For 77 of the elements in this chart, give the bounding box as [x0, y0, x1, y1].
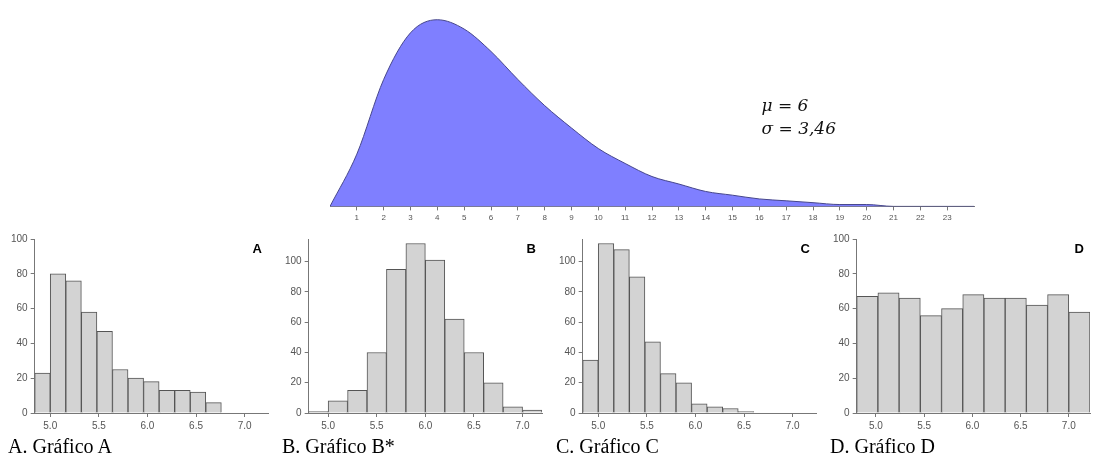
- x-tick-label: 7: [515, 213, 521, 223]
- y-tick-label: 80: [16, 267, 29, 279]
- y-tick-label: 0: [22, 406, 29, 418]
- y-tick-label: 100: [11, 232, 29, 244]
- x-tick-label: 23: [942, 213, 953, 223]
- y-tick-label: 0: [296, 406, 303, 418]
- x-tick-label: 4: [435, 213, 441, 223]
- x-tick-label: 17: [781, 213, 792, 223]
- x-tick-label: 6.0: [418, 419, 433, 431]
- x-tick-label: 8: [542, 213, 548, 223]
- x-tick-label: 6.0: [140, 419, 155, 431]
- x-tick-label: 5.5: [91, 419, 107, 431]
- y-tick-label: 100: [285, 255, 303, 267]
- x-tick-label: 5.0: [869, 419, 884, 431]
- y-tick-label: 40: [838, 337, 851, 349]
- x-tick-label: 22: [915, 213, 926, 223]
- y-tick-label: 20: [16, 371, 29, 383]
- y-tick-label: 60: [290, 315, 303, 327]
- x-tick-label: 6.5: [1013, 419, 1028, 431]
- text: A. Gráfico A: [8, 435, 113, 458]
- y-tick-label: 100: [833, 232, 851, 244]
- x-tick-label: 5: [461, 213, 467, 223]
- annotation: σ = 3,46: [761, 118, 837, 138]
- x-tick-label: 3: [408, 213, 414, 223]
- x-tick-label: 7.0: [237, 419, 253, 431]
- y-tick-label: 80: [564, 285, 577, 297]
- y-tick-label: 20: [290, 376, 303, 388]
- y-tick-label: 60: [838, 302, 851, 314]
- x-tick-label: 9: [569, 213, 575, 223]
- x-tick-label: 5.0: [43, 419, 58, 431]
- chart-title: D: [1074, 241, 1084, 257]
- x-tick-label: 7.0: [785, 419, 801, 431]
- x-tick-label: 16: [754, 213, 765, 223]
- x-tick-label: 15: [728, 213, 738, 223]
- x-tick-label: 19: [835, 213, 845, 223]
- x-tick-label: 5.0: [591, 419, 606, 431]
- x-tick-label: 7.0: [515, 419, 530, 431]
- x-tick-label: 12: [647, 213, 657, 223]
- x-tick-label: 21: [889, 213, 899, 223]
- x-tick-label: 6.5: [467, 419, 482, 431]
- y-tick-label: 20: [838, 371, 851, 383]
- text: C. Gráfico C: [556, 435, 660, 458]
- x-tick-label: 7.0: [1061, 419, 1077, 431]
- chart-title: C: [800, 241, 811, 257]
- text: B. Gráfico B*: [282, 435, 396, 458]
- y-tick-label: 60: [564, 315, 577, 327]
- x-tick-label: 1: [354, 213, 360, 223]
- y-tick-label: 80: [838, 267, 851, 279]
- x-tick-label: 5.5: [917, 419, 932, 431]
- x-tick-label: 18: [808, 213, 818, 223]
- x-tick-label: 5.0: [321, 419, 336, 431]
- y-tick-label: 60: [16, 302, 29, 314]
- y-tick-label: 20: [564, 376, 577, 388]
- x-tick-label: 13: [674, 213, 684, 223]
- x-tick-label: 2: [381, 213, 387, 223]
- y-tick-label: 100: [559, 255, 577, 267]
- annotation: μ = 6: [761, 95, 809, 115]
- x-tick-label: 6.0: [688, 419, 703, 431]
- x-tick-label: 10: [593, 213, 604, 223]
- y-tick-label: 80: [290, 285, 303, 297]
- x-tick-label: 6: [488, 213, 494, 223]
- x-tick-label: 11: [621, 213, 630, 223]
- x-tick-label: 20: [862, 213, 872, 223]
- y-tick-label: 40: [16, 337, 29, 349]
- y-tick-label: 40: [564, 346, 577, 358]
- y-tick-label: 0: [844, 406, 851, 418]
- y-tick-label: 40: [290, 346, 303, 358]
- x-tick-label: 6.5: [737, 419, 752, 431]
- x-tick-label: 5.5: [639, 419, 655, 431]
- chart-title: A: [252, 241, 263, 257]
- text: D. Gráfico D: [830, 435, 936, 458]
- x-tick-label: 14: [701, 213, 711, 223]
- x-tick-label: 6.5: [189, 419, 204, 431]
- x-tick-label: 5.5: [369, 419, 385, 431]
- x-tick-label: 6.0: [965, 419, 980, 431]
- chart-title: B: [526, 241, 536, 257]
- y-tick-label: 0: [570, 406, 577, 418]
